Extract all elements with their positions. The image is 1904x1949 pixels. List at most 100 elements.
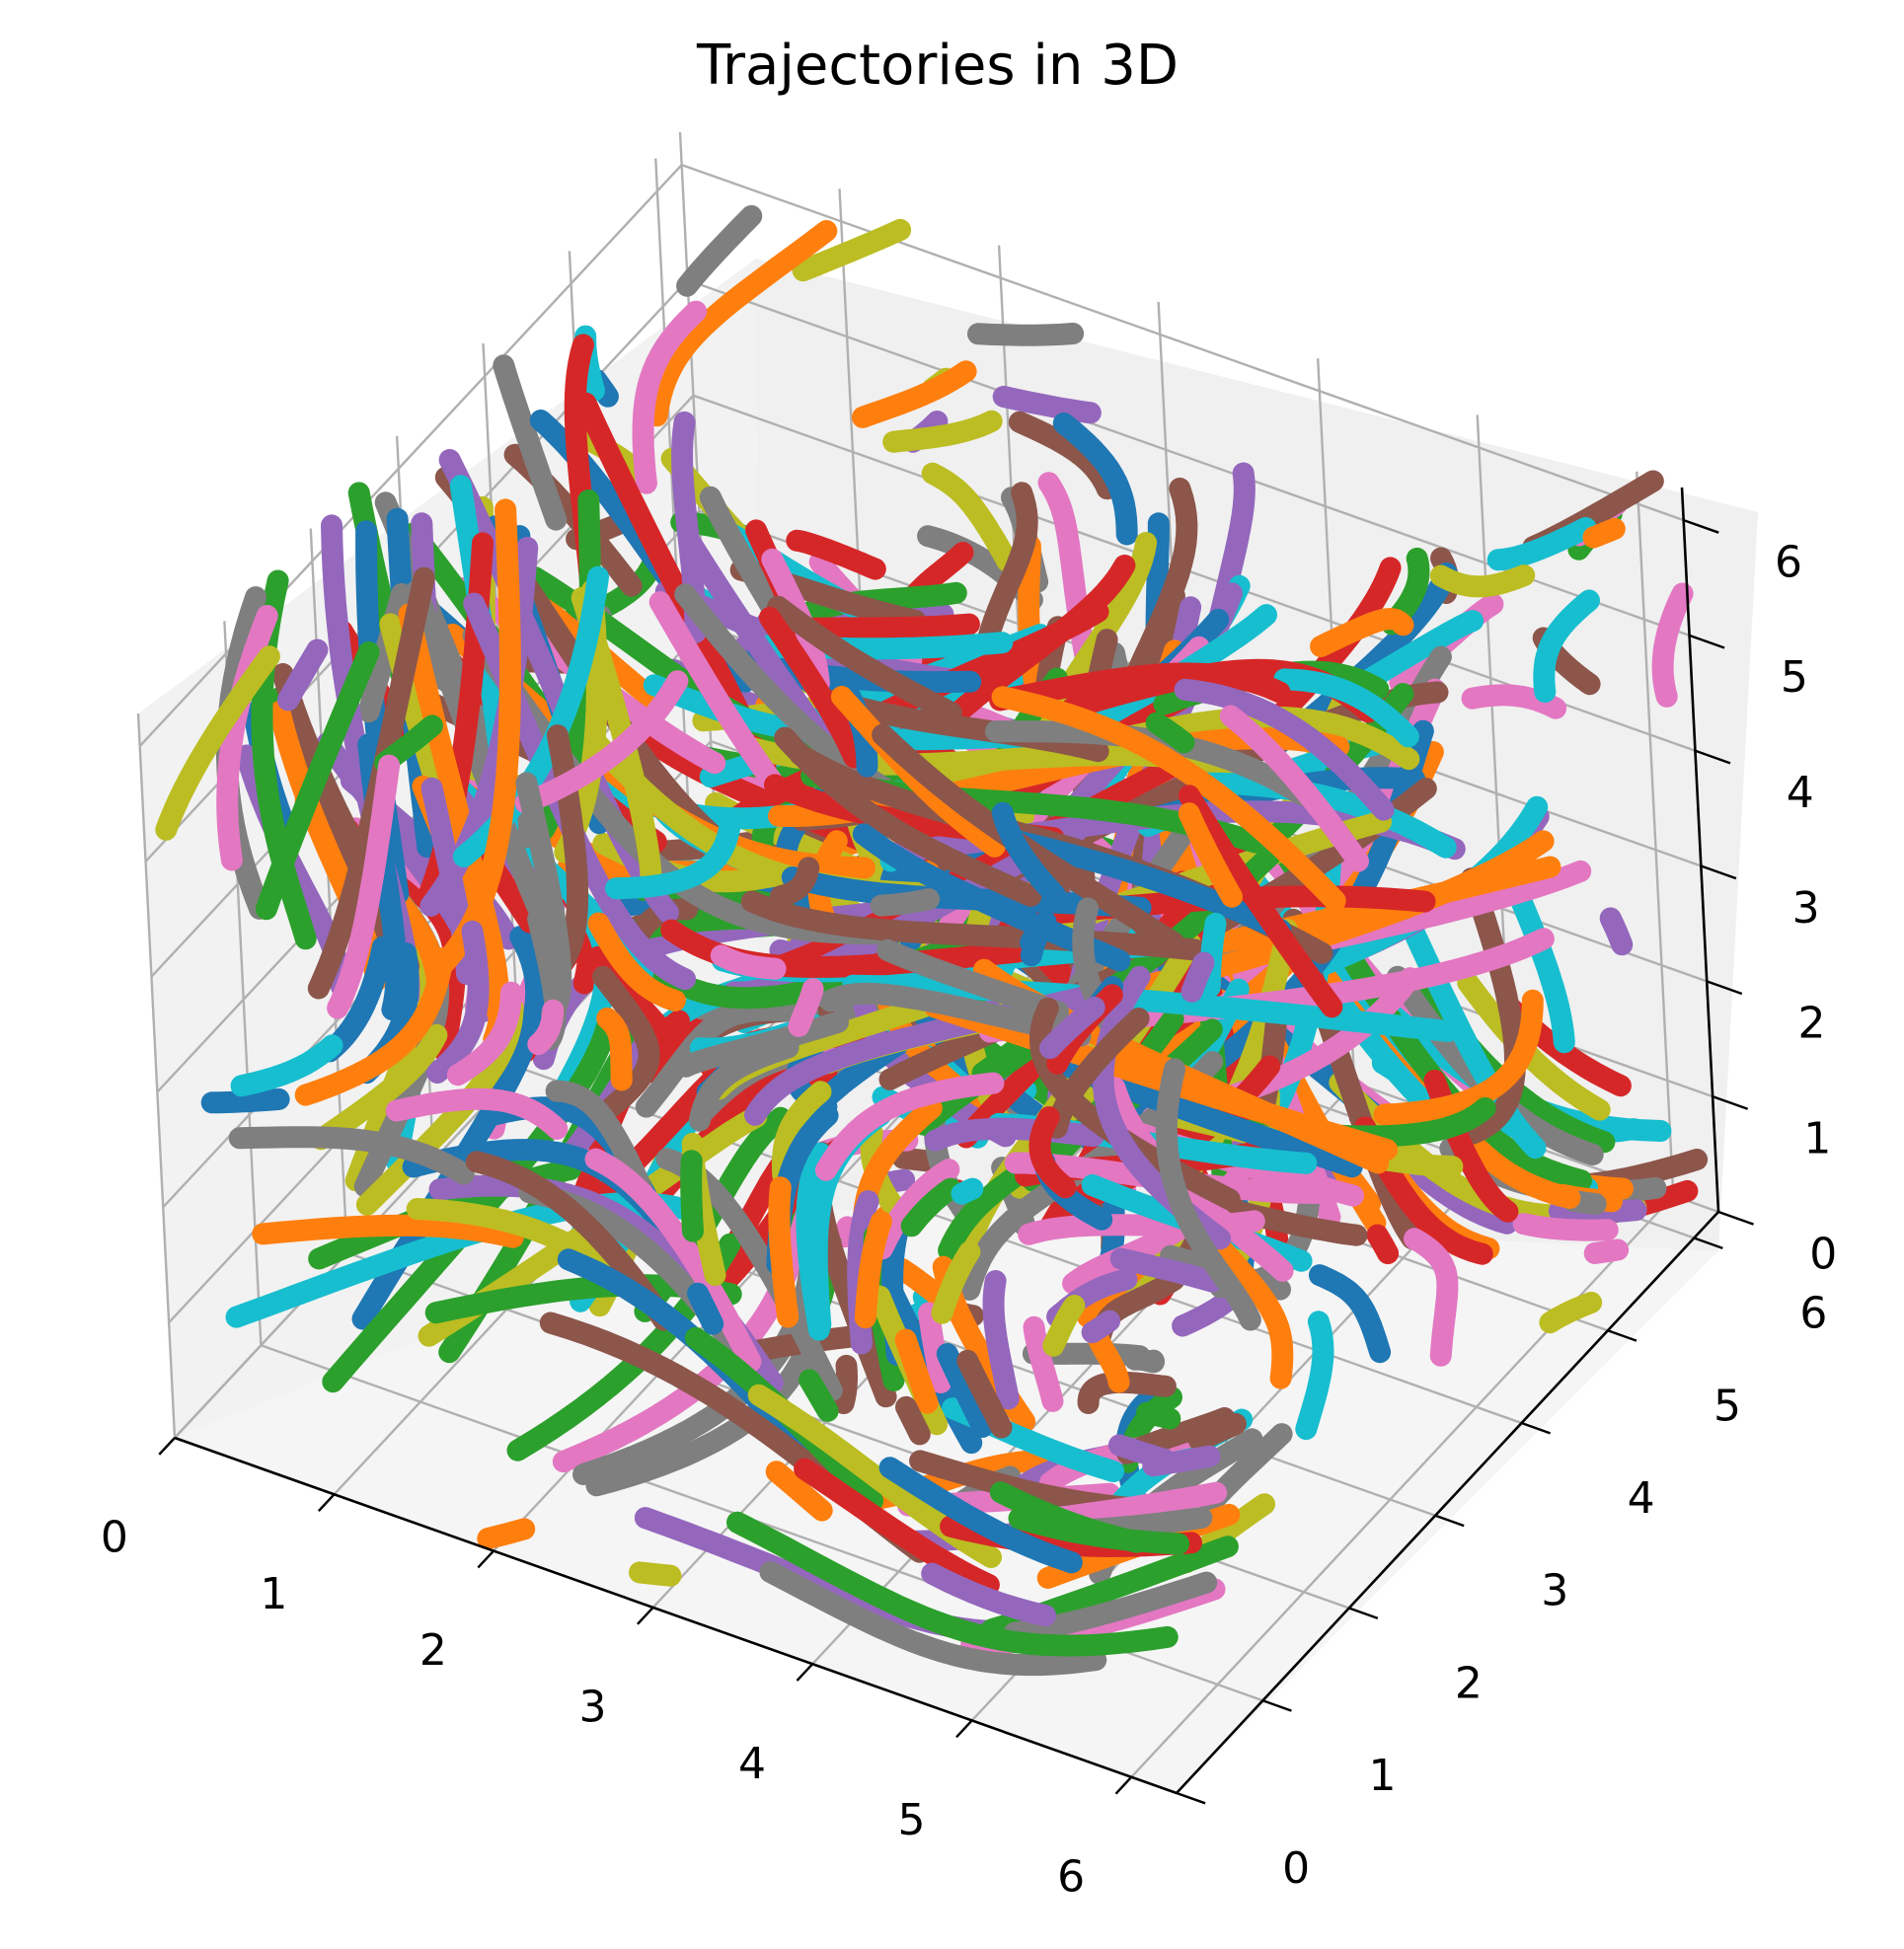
trajectory-line bbox=[1295, 1311, 1334, 1441]
trajectory-line bbox=[989, 1481, 1148, 1553]
trajectory-line bbox=[310, 1023, 448, 1151]
x-tick-labels: 0 1 2 3 4 5 6 bbox=[101, 1513, 1085, 1903]
trajectory-line bbox=[592, 965, 660, 1117]
trajectory-line bbox=[545, 1080, 653, 1200]
trajectory-line bbox=[834, 1216, 859, 1248]
z-tick-mark bbox=[1700, 864, 1737, 880]
trajectory-line bbox=[771, 1081, 832, 1187]
trajectory-line bbox=[1457, 971, 1611, 1121]
z-tick-mark bbox=[1689, 634, 1725, 649]
y-tick-mark bbox=[1607, 1329, 1637, 1342]
x-axis-line bbox=[174, 1436, 1178, 1795]
trajectory-line bbox=[605, 808, 742, 900]
z-tick-label: 3 bbox=[1792, 883, 1820, 934]
trajectory-line bbox=[891, 1147, 938, 1172]
trajectory-line bbox=[1404, 1228, 1459, 1367]
trajectory-line bbox=[788, 978, 824, 1037]
trajectory-line bbox=[493, 354, 568, 531]
trajectory-line bbox=[446, 981, 522, 1087]
trajectory-line bbox=[307, 566, 435, 1000]
trajectory-line bbox=[876, 938, 1069, 1023]
trajectory-line bbox=[1052, 412, 1138, 546]
trajectory-line bbox=[465, 1151, 675, 1331]
trajectory-line bbox=[1651, 582, 1694, 708]
trajectory-line bbox=[1081, 1310, 1121, 1344]
y-tick-mark bbox=[1693, 1237, 1723, 1249]
trajectory-line bbox=[767, 595, 962, 724]
trajectory-line bbox=[319, 936, 394, 1063]
trajectory-series bbox=[155, 204, 1709, 1677]
z-tick-label: 4 bbox=[1787, 768, 1814, 818]
z-tick-label: 2 bbox=[1798, 999, 1826, 1049]
trajectory-line bbox=[1366, 1224, 1400, 1265]
trajectory-line bbox=[327, 754, 401, 1019]
trajectory-line bbox=[991, 686, 1346, 912]
y-tick-label: 3 bbox=[1541, 1566, 1568, 1616]
trajectory-line bbox=[796, 1142, 832, 1341]
trajectory-line bbox=[1042, 1295, 1086, 1357]
trajectory-line bbox=[1107, 1434, 1176, 1470]
z-tick-label: 0 bbox=[1809, 1229, 1837, 1279]
trajectory-line bbox=[527, 999, 565, 1056]
trajectory-line bbox=[854, 1210, 892, 1329]
trajectory-line bbox=[1486, 517, 1597, 571]
trajectory-line bbox=[951, 1177, 984, 1205]
x-tick-mark bbox=[158, 1437, 176, 1456]
trajectory-line bbox=[385, 1087, 569, 1140]
trajectory-line bbox=[1178, 802, 1243, 908]
trajectory-line bbox=[1373, 989, 1544, 1126]
trajectory-line bbox=[255, 641, 380, 921]
trajectory-line bbox=[357, 582, 413, 723]
trajectory-line bbox=[991, 801, 1066, 906]
trajectory-line bbox=[477, 1518, 536, 1550]
x-tick-label: 4 bbox=[738, 1739, 766, 1789]
trajectory-line bbox=[1174, 678, 1395, 821]
trajectory-line bbox=[1003, 1571, 1218, 1644]
z-tick-mark bbox=[1717, 1210, 1754, 1226]
y-tick-label: 5 bbox=[1714, 1381, 1741, 1431]
z-tick-label: 1 bbox=[1803, 1113, 1831, 1163]
floor-grid-line bbox=[1130, 1194, 1675, 1778]
trajectory-line bbox=[1187, 1412, 1247, 1452]
x-tick-mark bbox=[955, 1719, 973, 1739]
trajectory-line bbox=[1136, 1401, 1181, 1430]
trajectory-line bbox=[799, 1369, 839, 1422]
z-tick-label: 6 bbox=[1775, 537, 1802, 587]
trajectory-line bbox=[584, 1148, 762, 1373]
z-tick-mark bbox=[1695, 749, 1731, 765]
trajectory-line bbox=[900, 1177, 961, 1237]
trajectory-line bbox=[1008, 411, 1118, 500]
x-tick-label: 3 bbox=[578, 1683, 606, 1733]
trajectory-line bbox=[890, 1257, 952, 1310]
trajectory-line bbox=[646, 220, 838, 427]
trajectory-line bbox=[1308, 1264, 1392, 1364]
axes bbox=[158, 487, 1754, 1805]
trajectory-line bbox=[969, 482, 1038, 681]
z-axis-line bbox=[1680, 487, 1720, 1213]
trajectory-line bbox=[1583, 1238, 1630, 1264]
y-tick-label: 1 bbox=[1369, 1751, 1397, 1801]
trajectory-line bbox=[852, 360, 977, 428]
z-tick-label: 5 bbox=[1781, 652, 1808, 703]
trajectory-line bbox=[632, 300, 708, 494]
trajectory-line bbox=[786, 529, 886, 580]
x-tick-mark bbox=[477, 1549, 495, 1569]
y-tick-labels: 0 1 2 3 4 5 6 bbox=[1282, 1289, 1827, 1894]
trajectory-line bbox=[1039, 996, 1105, 1060]
trajectory-line bbox=[1533, 589, 1600, 704]
trajectory-line bbox=[1512, 1213, 1619, 1241]
x-tick-label: 2 bbox=[419, 1625, 447, 1676]
trajectory-line bbox=[688, 1036, 800, 1132]
trajectory-line bbox=[322, 1016, 618, 1393]
trajectory-line bbox=[781, 866, 1152, 919]
back-grid-line bbox=[681, 163, 1685, 522]
trajectory-line bbox=[918, 1302, 952, 1393]
trajectory-line bbox=[635, 999, 819, 1118]
trajectory-line bbox=[870, 888, 941, 917]
trajectory-line bbox=[774, 726, 1042, 907]
trajectory-line bbox=[894, 1328, 939, 1414]
trajectory-line bbox=[770, 857, 820, 908]
trajectory-line bbox=[1582, 517, 1626, 549]
chart-title: Trajectories in 3D bbox=[696, 34, 1179, 98]
